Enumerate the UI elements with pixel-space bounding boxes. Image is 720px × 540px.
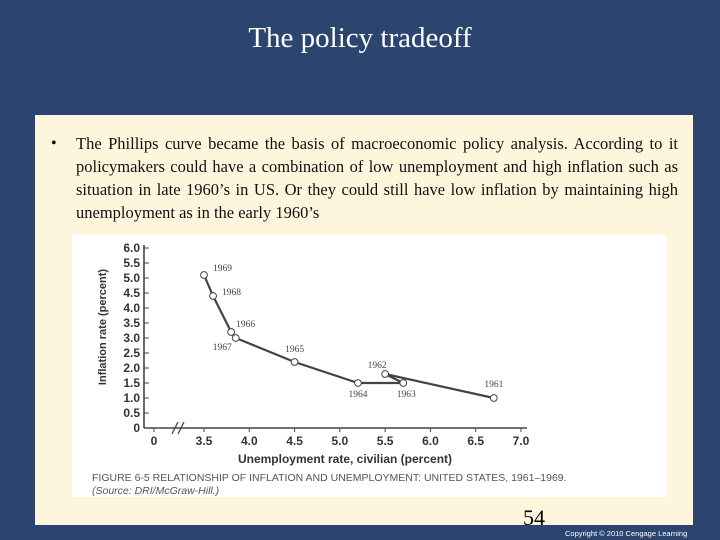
- y-tick-label: 4.5: [123, 286, 140, 300]
- data-point-1961: [489, 394, 498, 402]
- y-tick-label: 5.0: [123, 271, 140, 285]
- x-tick-label: 4.0: [241, 434, 258, 448]
- point-label-1968: 1968: [222, 288, 241, 298]
- point-label-1962: 1962: [368, 361, 387, 371]
- y-axis-label: Inflation rate (percent): [97, 269, 109, 385]
- figure-caption: FIGURE 6-5 RELATIONSHIP OF INFLATION AND…: [92, 472, 567, 484]
- y-tick-label: 3.5: [123, 316, 140, 330]
- point-label-1966: 1966: [236, 320, 255, 330]
- data-point-1965: [290, 358, 299, 366]
- x-axis-break-mark: [171, 421, 185, 435]
- data-point-1966: [227, 328, 236, 336]
- copyright-notice: Copyright © 2010 Cengage Learning: [565, 529, 688, 538]
- data-point-1969: [200, 271, 208, 279]
- data-point-1967: [231, 334, 240, 342]
- data-point-1963: [399, 379, 408, 387]
- phillips-series: 1969 1968 1966 1967 1965 1964 1963 1962 1961: [200, 264, 504, 402]
- point-label-1967: 1967: [213, 343, 232, 353]
- x-tick-label: 7.0: [513, 434, 530, 448]
- bullet-marker: •: [51, 135, 57, 152]
- x-tick-label: 6.0: [422, 434, 439, 448]
- y-tick-labels: 00.51.01.52.02.53.03.54.04.55.05.56.0: [123, 241, 149, 435]
- x-tick-labels: 0 3.5 4.0 4.5 5.0 5.5 6.0 6.5 7.0: [151, 428, 530, 448]
- point-label-1969: 1969: [213, 264, 232, 274]
- y-tick-label: 2.5: [123, 346, 140, 360]
- x-tick-label: 3.5: [196, 434, 213, 448]
- y-tick-label: 4.0: [123, 301, 140, 315]
- y-tick-label: 3.0: [123, 331, 140, 345]
- y-tick-label: 0: [133, 421, 140, 435]
- y-tick-label: 2.0: [123, 361, 140, 375]
- data-point-1962: [381, 370, 390, 378]
- x-tick-label: 5.5: [377, 434, 394, 448]
- y-tick-label: 1.0: [123, 391, 140, 405]
- data-point-1968: [209, 292, 217, 300]
- series-line: [202, 274, 495, 400]
- point-label-1964: 1964: [348, 390, 367, 400]
- data-point-1964: [354, 379, 362, 387]
- y-tick-label: 1.5: [123, 376, 140, 390]
- y-tick-label: 0.5: [123, 406, 140, 420]
- point-label-1961: 1961: [484, 380, 503, 390]
- y-tick-label: 5.5: [123, 256, 140, 270]
- x-tick-label: 6.5: [467, 434, 484, 448]
- y-tick-label: 6.0: [123, 241, 140, 255]
- point-label-1965: 1965: [285, 345, 304, 355]
- x-tick-label: 4.5: [286, 434, 303, 448]
- x-axis-label: Unemployment rate, civilian (percent): [238, 452, 452, 466]
- x-tick-label: 5.0: [332, 434, 349, 448]
- x-tick-label: 0: [151, 434, 158, 448]
- figure-source: (Source: DRI/McGraw-Hill.): [92, 485, 219, 497]
- bullet-text: The Phillips curve became the basis of m…: [76, 134, 678, 222]
- slide-title: The policy tradeoff: [248, 22, 472, 54]
- point-label-1963: 1963: [397, 390, 416, 400]
- page-number: 54: [523, 505, 545, 530]
